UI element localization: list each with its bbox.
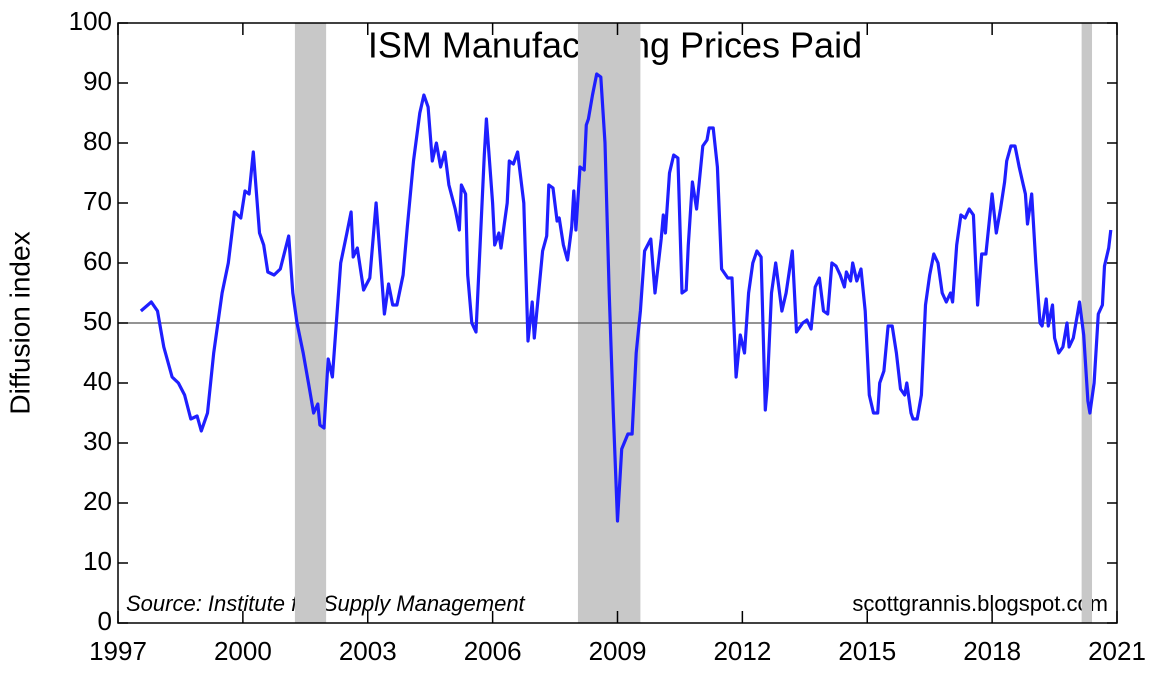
x-tick-label: 2021 — [1088, 636, 1146, 666]
x-tick-label: 2015 — [838, 636, 896, 666]
credit-note: scottgrannis.blogspot.com — [852, 591, 1108, 616]
x-tick-label: 2000 — [214, 636, 272, 666]
x-tick-label: 2012 — [713, 636, 771, 666]
y-tick-label: 70 — [83, 186, 112, 216]
y-tick-label: 10 — [83, 546, 112, 576]
y-tick-label: 0 — [98, 606, 112, 636]
data-line — [139, 72, 1113, 523]
y-tick-label: 60 — [83, 246, 112, 276]
x-tick-label: 2006 — [464, 636, 522, 666]
x-tick-label: 2003 — [339, 636, 397, 666]
y-tick-label: 50 — [83, 306, 112, 336]
y-tick-label: 80 — [83, 126, 112, 156]
y-tick-label: 20 — [83, 486, 112, 516]
y-axis-label: Diffusion index — [4, 231, 35, 414]
y-tick-label: 30 — [83, 426, 112, 456]
plot-frame — [117, 22, 1118, 624]
x-tick-label: 1997 — [89, 636, 147, 666]
y-tick-label: 40 — [83, 366, 112, 396]
x-tick-label: 2018 — [963, 636, 1021, 666]
y-tick-label: 100 — [69, 6, 112, 36]
x-tick-label: 2009 — [589, 636, 647, 666]
y-tick-label: 90 — [83, 66, 112, 96]
